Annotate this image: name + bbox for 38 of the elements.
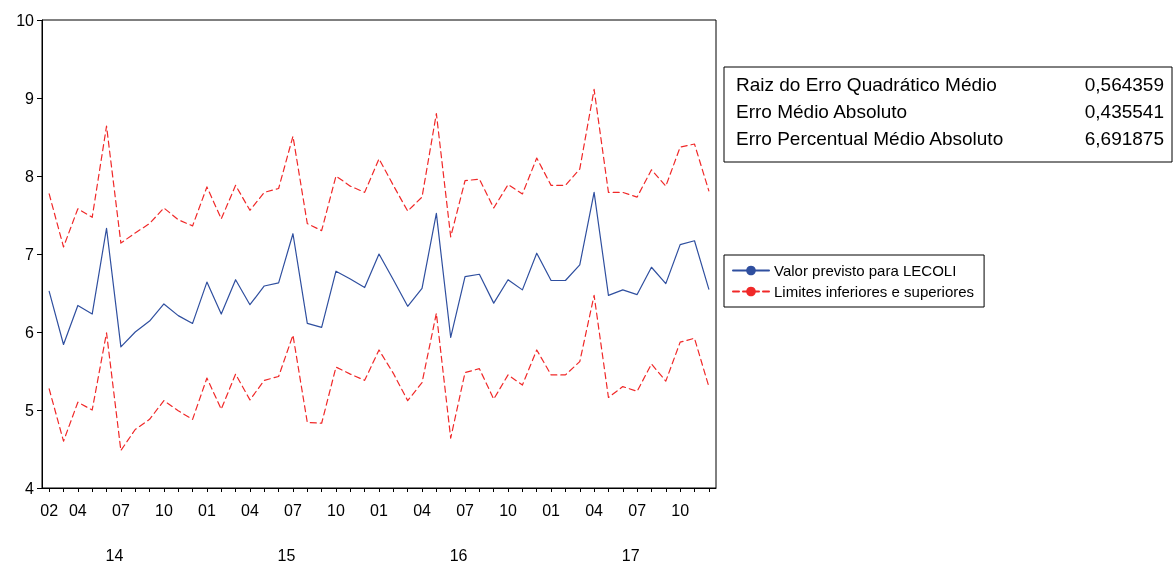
- x-tick-label: 07: [456, 501, 475, 519]
- line-series: [48, 294, 710, 452]
- text: Erro Médio Absoluto: [736, 101, 908, 122]
- y-tick-label: 7: [25, 245, 35, 263]
- y-tick-label: 5: [25, 401, 35, 419]
- text: 0,564359: [1084, 74, 1164, 95]
- text: 0,435541: [1084, 101, 1164, 122]
- x-tick-label: 01: [198, 501, 216, 519]
- x-tick-label: 10: [671, 501, 690, 519]
- x-tick-label: 07: [284, 501, 302, 519]
- x-tick-label: 04: [241, 501, 259, 519]
- line-series: [48, 191, 710, 348]
- x-tick-label: 10: [327, 501, 345, 519]
- x-tick-label: 10: [499, 501, 518, 519]
- text: 17: [621, 546, 640, 564]
- text: 16: [449, 546, 468, 564]
- x-tick-label: 07: [628, 501, 647, 519]
- y-tick-label: 6: [25, 323, 35, 341]
- legend-label: Limites inferiores e superiores: [774, 283, 975, 300]
- text: Erro Percentual Médio Absoluto: [736, 128, 1004, 149]
- x-tick-label: 10: [155, 501, 173, 519]
- line-series: [48, 88, 710, 248]
- x-tick-label: 04: [585, 501, 604, 519]
- x-tick-label: 01: [370, 501, 388, 519]
- text: 15: [277, 546, 296, 564]
- text: 14: [105, 546, 124, 564]
- x-tick-label: 01: [542, 501, 561, 519]
- x-tick-label: 02: [40, 501, 59, 519]
- y-tick-label: 4: [25, 479, 35, 497]
- text: Raiz do Erro Quadrático Médio: [736, 74, 997, 95]
- y-tick-label: 10: [16, 11, 35, 29]
- x-tick-label: 07: [111, 501, 130, 519]
- y-tick-label: 8: [25, 167, 35, 185]
- y-tick-label: 9: [25, 89, 35, 107]
- x-tick-label: 04: [68, 501, 87, 519]
- x-tick-label: 04: [413, 501, 432, 519]
- legend-label: Valor previsto para LECOLI: [774, 262, 957, 279]
- text: 6,691875: [1084, 128, 1164, 149]
